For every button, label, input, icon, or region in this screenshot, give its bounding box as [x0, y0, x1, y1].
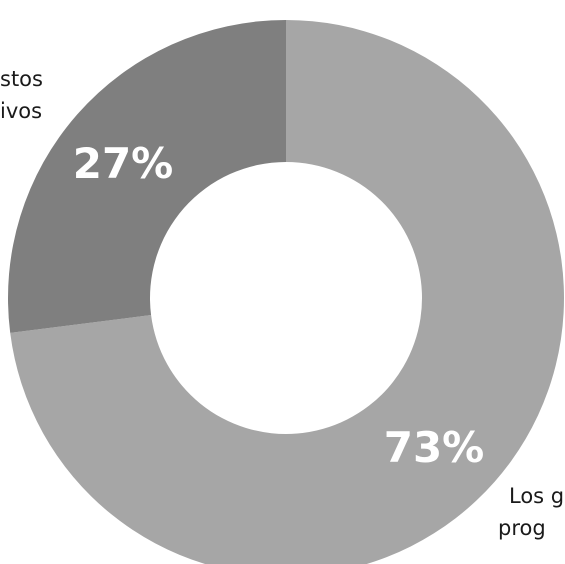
slice-category-label-27-line1: stos [0, 67, 43, 91]
donut-slice-73 [10, 20, 564, 564]
slice-value-label-27: 27% [73, 139, 174, 188]
slice-value-label-73: 73% [384, 423, 485, 472]
donut-slice-27 [7, 20, 286, 333]
slice-category-label-27-line2: ivos [0, 99, 42, 123]
slice-category-label-73-line2: prog [498, 516, 546, 540]
slice-category-label-73-line1: Los g [509, 484, 564, 508]
slices-layer [7, 20, 564, 564]
